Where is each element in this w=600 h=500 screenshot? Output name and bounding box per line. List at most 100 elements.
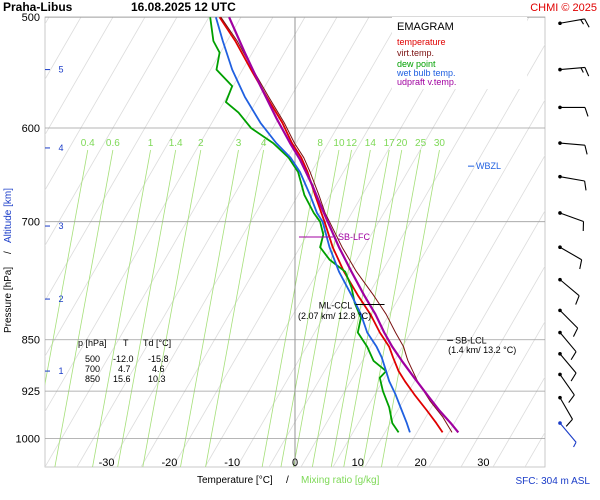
wind-barb-staff: [559, 332, 577, 353]
table-cell: -12.0: [113, 354, 134, 364]
mixing-ratio-line: [180, 149, 239, 467]
wind-barb: [558, 308, 579, 337]
mixing-ratio-label: 25: [415, 138, 427, 149]
dry-adiabat-line: [45, 17, 146, 191]
wind-barbs: [558, 18, 590, 448]
wind-barb-base-dot: [558, 421, 562, 425]
wind-barb: [558, 372, 575, 403]
wind-barb-base-dot: [558, 21, 562, 26]
wind-barb: [558, 277, 580, 305]
wind-barb: [558, 330, 577, 361]
dry-adiabat-grid: [45, 17, 600, 467]
wind-barb: [558, 211, 585, 232]
series-virt-temp-line: [220, 16, 453, 433]
temperature-tick-label: 30: [477, 457, 489, 469]
mixing-ratio-label: 1: [148, 138, 154, 149]
chart-title: EMAGRAM: [397, 21, 454, 33]
wind-barb-base-dot: [558, 330, 562, 335]
chart-grid: [44, 16, 600, 468]
wind-barb: [558, 105, 589, 117]
dry-adiabat-line: [236, 17, 498, 467]
wind-barb: [558, 421, 577, 448]
wind-barb-feather: [565, 418, 573, 427]
table-cell: 850: [85, 374, 100, 384]
annotation-label: SB-LCL: [455, 335, 487, 345]
sounding-datetime: 16.08.2025 12 UTC: [131, 0, 236, 14]
table-cell: 500: [85, 354, 100, 364]
wind-barb: [558, 18, 590, 28]
table-header-dewpoint: Td [°C]: [143, 338, 171, 348]
dry-adiabat-line: [45, 17, 274, 413]
pressure-tick-label: 600: [22, 123, 40, 135]
mixing-ratio-line: [92, 149, 151, 467]
annotation-label: (1.4 km/ 13.2 °C): [448, 345, 516, 355]
wind-barb-staff: [559, 18, 585, 24]
mixing-ratio-line: [330, 149, 390, 467]
dry-adiabat-line: [45, 17, 306, 467]
dry-adiabat-line: [76, 17, 338, 467]
mixing-ratio-line: [205, 149, 264, 467]
y-axis-title-altitude: Altitude [km]: [3, 188, 14, 243]
wind-barb-staff: [559, 397, 573, 420]
dry-adiabat-line: [45, 17, 178, 247]
temperature-tick-label: 0: [292, 457, 298, 469]
wind-barb-staff: [559, 66, 585, 71]
chart-series: [209, 16, 460, 434]
dry-adiabat-line: [45, 17, 114, 136]
mixing-ratio-label: 3: [236, 138, 242, 149]
surface-note: SFC: 304 m ASL: [516, 476, 591, 487]
table-cell: 15.6: [113, 374, 131, 384]
dry-adiabat-line: [45, 17, 210, 302]
mixing-ratio-label: 8: [317, 138, 323, 149]
wind-barb-staff: [559, 422, 577, 443]
table-cell: -15.8: [148, 354, 169, 364]
legend-dew-point: dew point: [397, 59, 436, 69]
pressure-tick-label: 700: [22, 217, 40, 229]
wind-barb: [558, 141, 588, 155]
pressure-tick-label: 850: [22, 335, 40, 347]
dry-adiabat-line: [589, 17, 600, 467]
wind-barb: [558, 352, 577, 382]
wind-barb-feather: [579, 259, 583, 270]
legend-box: [392, 17, 527, 89]
wind-barb-half-feather: [580, 67, 584, 73]
mixing-ratio-label: 1.4: [169, 138, 183, 149]
series-wet-bulb-temp-line: [215, 16, 411, 433]
pressure-tick-label: 1000: [16, 434, 40, 446]
wind-barb-base-dot: [558, 372, 562, 377]
annotation-label: SB-LFC: [338, 232, 371, 242]
altitude-tick-label: 4: [58, 143, 63, 153]
table-header-temp: T: [123, 338, 129, 348]
mixing-ratio-label: 14: [365, 138, 377, 149]
wind-barb-base-dot: [558, 105, 562, 110]
mixing-ratio-line: [54, 149, 114, 467]
table-cell: 10.3: [148, 374, 166, 384]
mixing-ratio-label: 0.4: [81, 138, 95, 149]
mixing-ratio-label: 17: [384, 138, 396, 149]
wind-barb-feather: [575, 295, 580, 305]
temperature-tick-label: -10: [224, 457, 240, 469]
annotation-label: (2.07 km/ 12.8 °C): [298, 311, 371, 321]
dry-adiabat-line: [396, 210, 545, 467]
dry-adiabat-line: [268, 17, 530, 467]
series-udpraft-v-temp-line: [228, 16, 460, 434]
wind-barb-base-dot: [558, 277, 562, 282]
dry-adiabat-line: [364, 154, 545, 467]
altitude-tick-label: 1: [58, 366, 63, 376]
wind-barb-base-dot: [558, 352, 562, 356]
wind-barb-feather: [584, 145, 588, 155]
wind-barb-feather: [570, 372, 577, 382]
wind-barb-feather: [584, 180, 587, 191]
mixing-ratio-label: 4: [261, 138, 267, 149]
altitude-tick-label: 5: [58, 65, 63, 75]
wind-barb-feather: [584, 107, 589, 117]
table-cell: 700: [85, 364, 100, 374]
wind-barb-feather: [572, 327, 579, 337]
temperature-tick-label: -30: [99, 457, 115, 469]
wind-barb-base-dot: [558, 395, 562, 400]
table-cell: 4.6: [152, 364, 165, 374]
dry-adiabat-line: [300, 43, 545, 467]
wind-barb: [558, 395, 573, 427]
mixing-ratio-line: [280, 149, 340, 467]
